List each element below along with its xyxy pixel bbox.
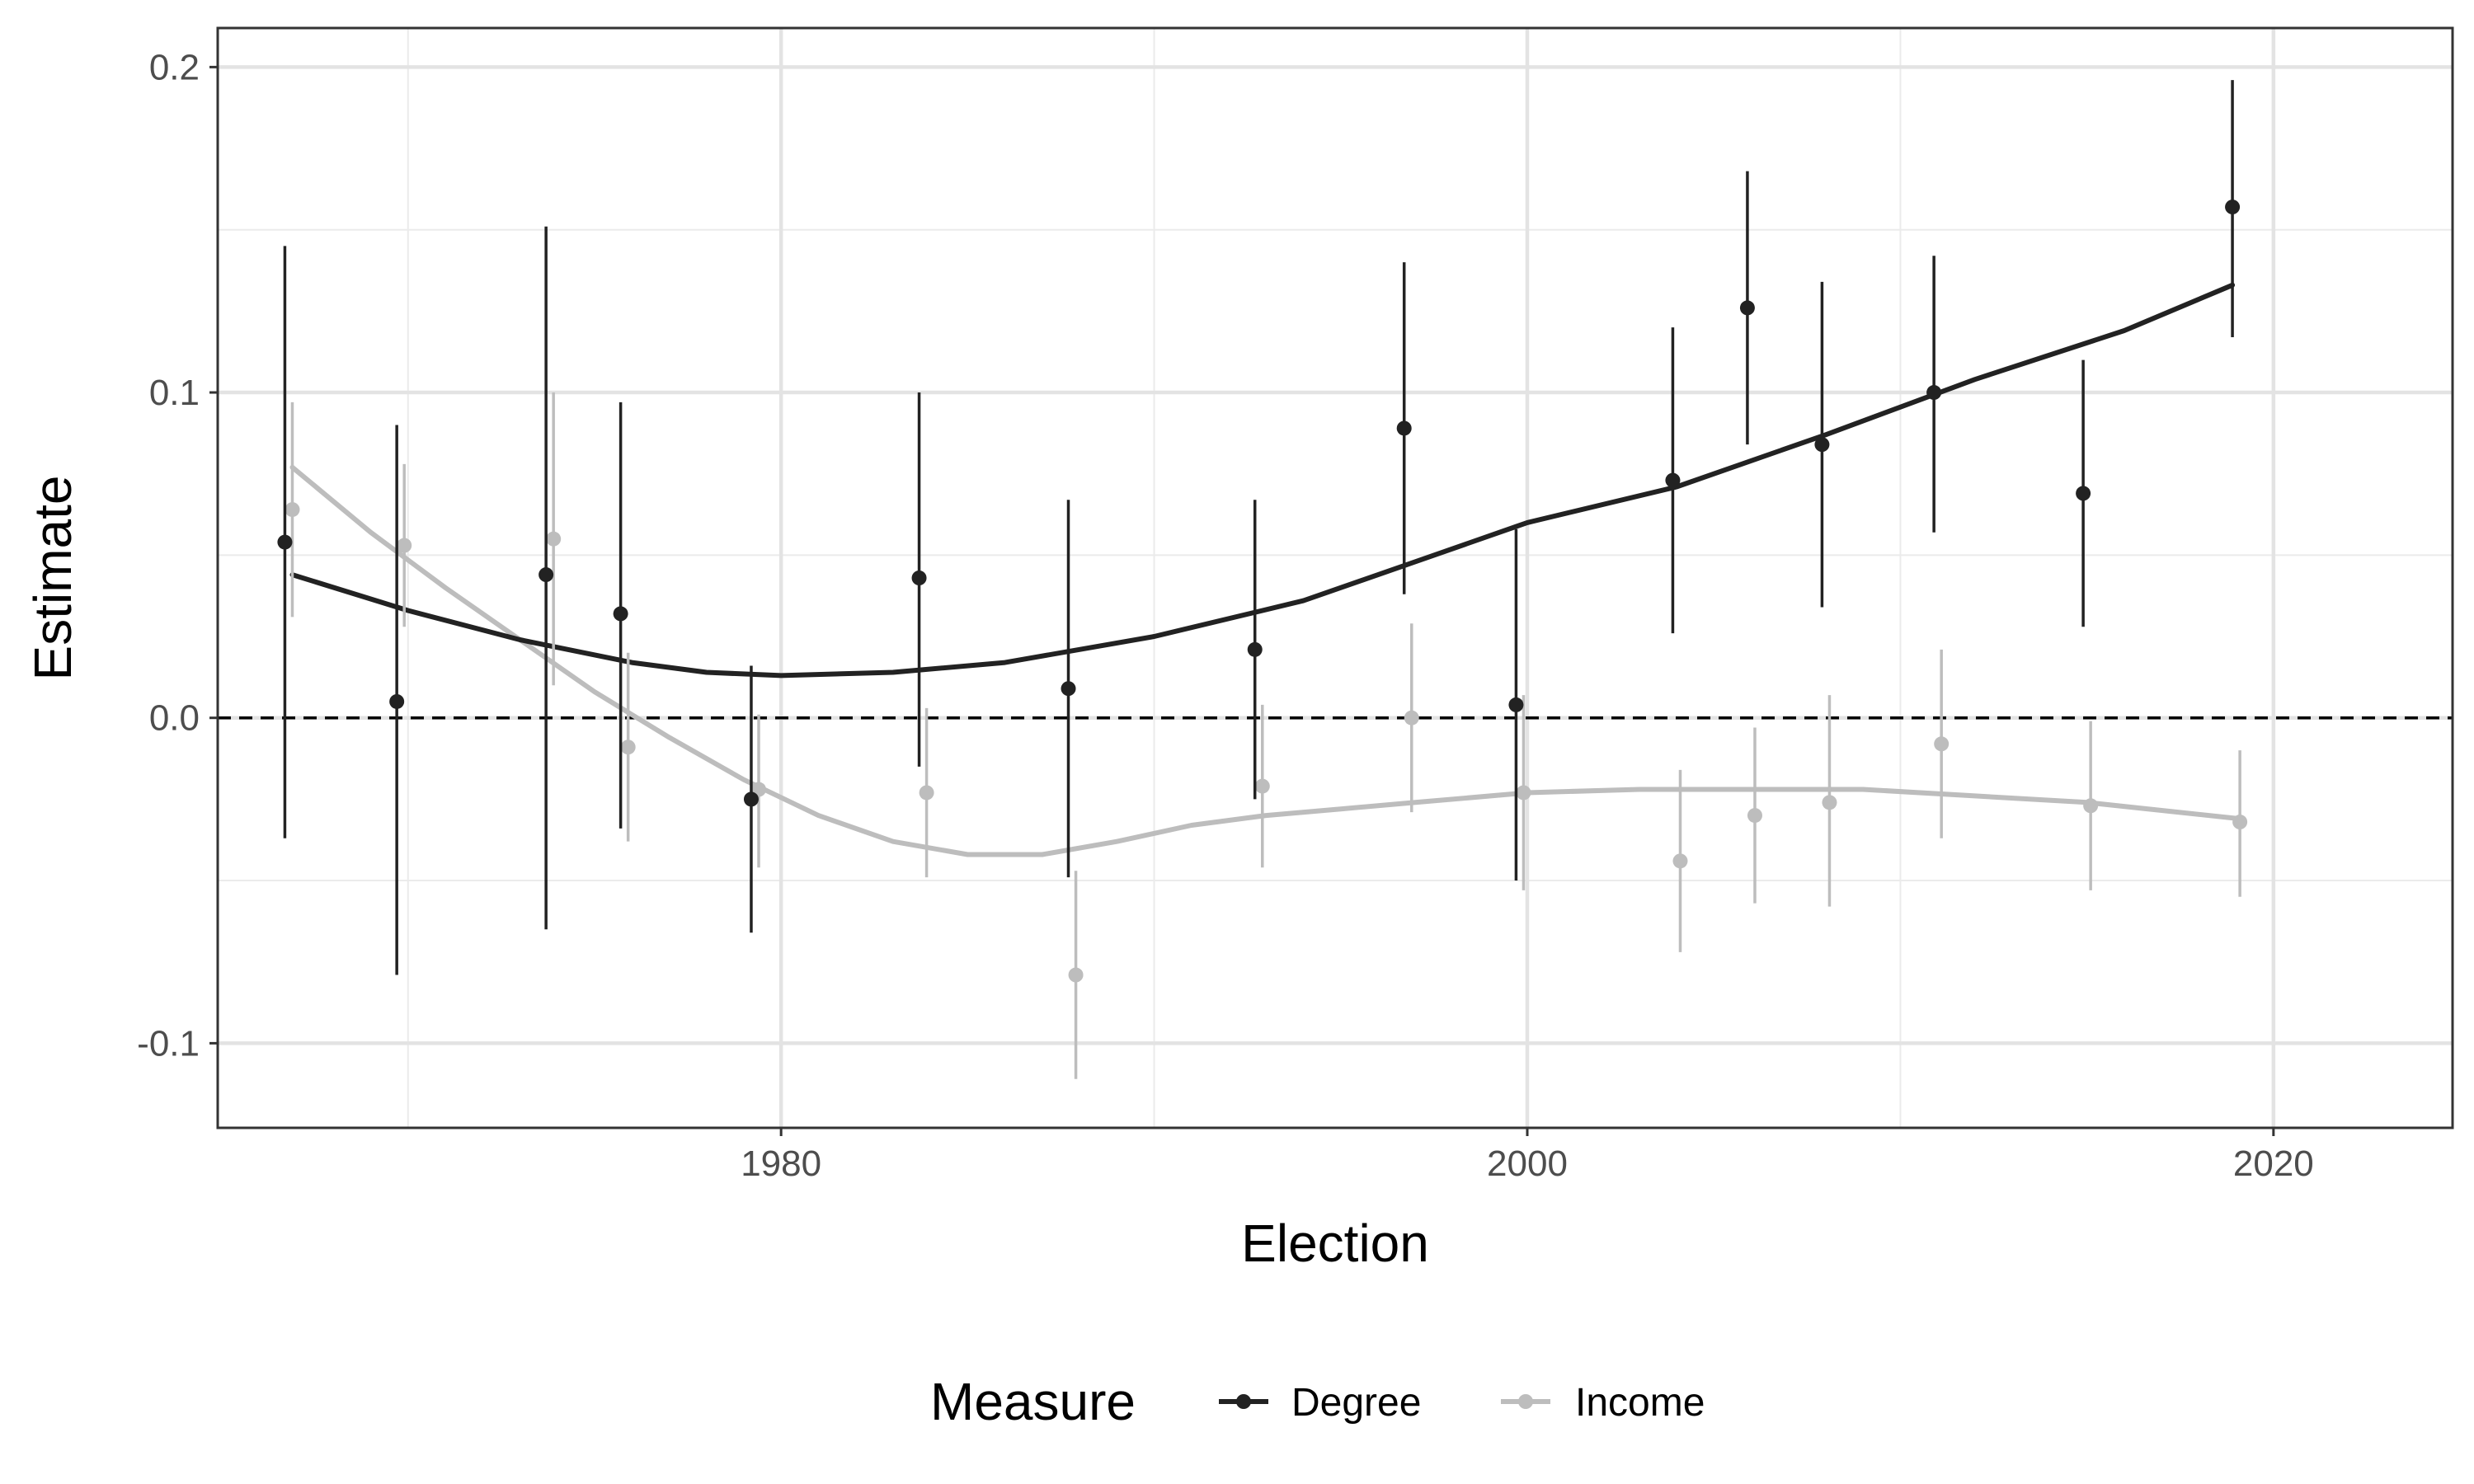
- x-tick-label: 1980: [741, 1144, 821, 1184]
- smooth-line-income: [289, 464, 2243, 857]
- data-point-income: [546, 531, 562, 547]
- legend-key-point-degree: [1236, 1394, 1251, 1409]
- data-point-degree: [1508, 697, 1524, 712]
- legend-title: Measure: [930, 1372, 1136, 1431]
- data-point-degree: [1665, 472, 1681, 488]
- data-point-degree: [277, 534, 293, 550]
- data-point-income: [1747, 808, 1762, 824]
- legend-key-point-income: [1518, 1394, 1533, 1409]
- y-tick-label: 0.0: [149, 698, 200, 739]
- data-point-degree: [1061, 681, 1076, 697]
- y-tick-label: 0.2: [149, 47, 200, 87]
- y-tick-label: 0.1: [149, 373, 200, 413]
- data-point-income: [919, 785, 934, 801]
- x-tick-label: 2020: [2233, 1144, 2314, 1184]
- data-point-degree: [1739, 300, 1755, 316]
- data-point-income: [2083, 798, 2099, 814]
- data-point-income: [620, 740, 636, 755]
- data-point-degree: [2225, 200, 2241, 215]
- data-point-degree: [1396, 420, 1412, 436]
- data-point-degree: [1814, 437, 1830, 453]
- y-tick-label: -0.1: [137, 1023, 200, 1064]
- y-axis-title: Estimate: [23, 476, 82, 681]
- data-point-income: [1068, 967, 1084, 983]
- legend-label-degree: Degree: [1291, 1381, 1421, 1425]
- data-point-income: [1934, 736, 1950, 752]
- data-points: [277, 80, 2248, 1079]
- y-axis-ticks: -0.1 0.0 0.1 0.2: [137, 47, 218, 1064]
- x-tick-label: 2000: [1487, 1144, 1568, 1184]
- minor-grid: [218, 28, 2453, 1128]
- data-point-income: [397, 538, 412, 553]
- data-point-income: [2232, 815, 2248, 830]
- x-axis-title: Election: [1241, 1214, 1429, 1273]
- data-point-degree: [911, 571, 927, 585]
- smooth-lines: [289, 282, 2243, 857]
- legend-label-income: Income: [1575, 1381, 1705, 1425]
- data-point-income: [1672, 853, 1688, 869]
- data-point-income: [1254, 778, 1270, 794]
- legend: Measure Degree Income: [930, 1372, 1705, 1431]
- x-axis-ticks: 1980 2000 2020: [741, 1128, 2314, 1184]
- data-point-degree: [743, 791, 759, 807]
- data-point-income: [1404, 710, 1419, 726]
- smooth-line-degree: [289, 282, 2236, 679]
- data-point-degree: [1247, 641, 1263, 657]
- data-point-degree: [1926, 385, 1942, 401]
- data-point-degree: [389, 693, 405, 709]
- data-point-degree: [2076, 486, 2091, 501]
- data-point-income: [285, 502, 300, 518]
- data-point-degree: [613, 606, 628, 622]
- plot-panel-border: [216, 26, 2454, 1129]
- data-point-degree: [539, 567, 554, 583]
- data-point-income: [1516, 785, 1531, 801]
- data-point-income: [1822, 795, 1837, 810]
